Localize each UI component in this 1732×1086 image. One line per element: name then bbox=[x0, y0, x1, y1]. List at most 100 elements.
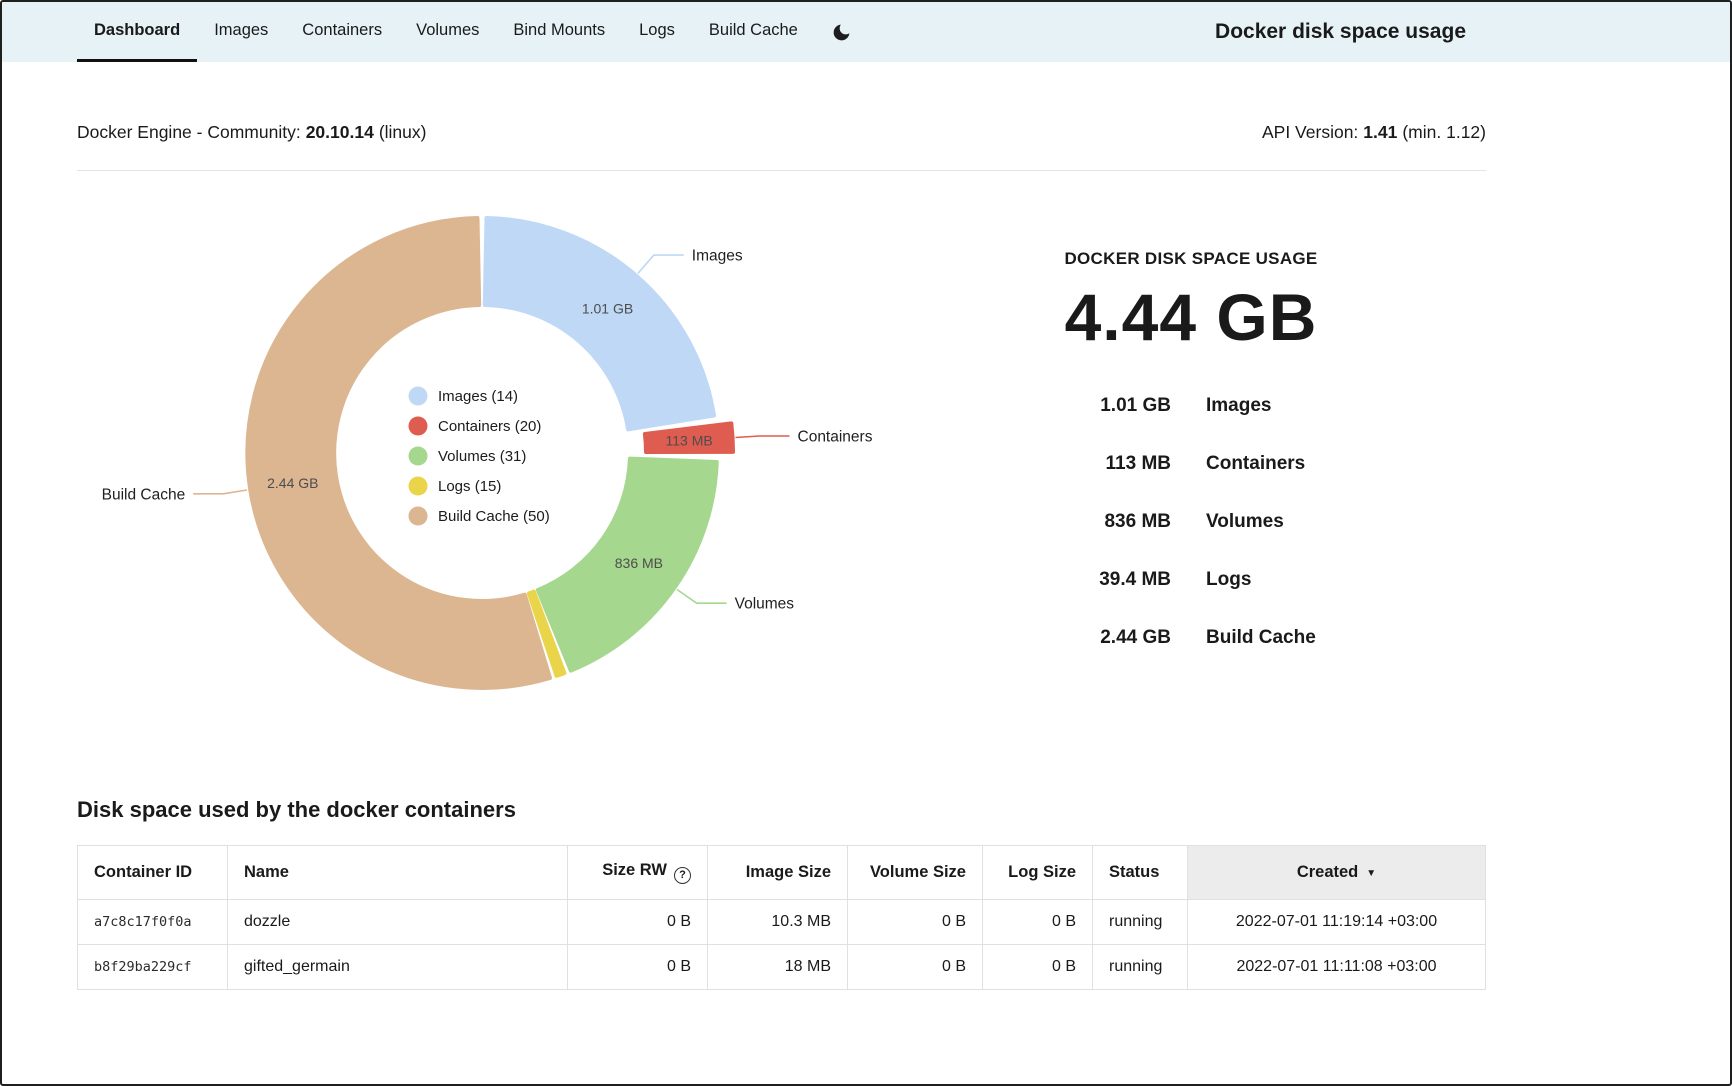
col-header-label: Image Size bbox=[746, 863, 831, 881]
summary-row: 113 MB Containers bbox=[1041, 453, 1341, 475]
containers-heading: Disk space used by the docker containers bbox=[77, 797, 1486, 823]
containers-table: Container ID Name Size RW? Image Size Volume… bbox=[77, 845, 1486, 990]
col-header-label: Name bbox=[244, 863, 289, 881]
cell-image-size: 10.3 MB bbox=[708, 899, 848, 944]
dark-mode-toggle[interactable] bbox=[831, 2, 852, 62]
col-header-size-rw[interactable]: Size RW? bbox=[568, 846, 708, 900]
disk-usage-summary: DOCKER DISK SPACE USAGE 4.44 GB 1.01 GB I… bbox=[1041, 201, 1341, 713]
api-version: 1.41 bbox=[1363, 122, 1397, 142]
container-row: b8f29ba229cfgifted_germain0 B18 MB0 B0 B… bbox=[78, 944, 1486, 989]
engine-version: 20.10.14 bbox=[306, 122, 374, 142]
col-header-image-size[interactable]: Image Size bbox=[708, 846, 848, 900]
legend-swatch-build-cache bbox=[409, 507, 428, 526]
api-label: API Version: bbox=[1262, 122, 1358, 142]
col-header-created[interactable]: Created ▼ bbox=[1188, 846, 1486, 900]
legend-label-images: Images (14) bbox=[438, 388, 518, 405]
summary-value: 836 MB bbox=[1041, 511, 1171, 533]
table-header-row: Container ID Name Size RW? Image Size Volume… bbox=[78, 846, 1486, 900]
callout-line-build-cache bbox=[193, 490, 247, 494]
api-min-version: (min. 1.12) bbox=[1402, 122, 1486, 142]
summary-value: 1.01 GB bbox=[1041, 395, 1171, 417]
cell-created: 2022-07-01 11:19:14 +03:00 bbox=[1188, 899, 1486, 944]
summary-label: Containers bbox=[1206, 453, 1341, 475]
main-content: Docker Engine - Community:20.10.14(linux… bbox=[2, 118, 1730, 990]
summary-label: Images bbox=[1206, 395, 1341, 417]
callout-label-containers: Containers bbox=[798, 429, 873, 446]
col-header-label: Status bbox=[1109, 863, 1159, 881]
summary-row: 2.44 GB Build Cache bbox=[1041, 627, 1341, 649]
engine-platform: (linux) bbox=[379, 122, 427, 142]
cell-log-size: 0 B bbox=[983, 899, 1093, 944]
total-disk-usage: 4.44 GB bbox=[1041, 279, 1341, 355]
tab-logs[interactable]: Logs bbox=[622, 2, 692, 62]
segment-size-label-images: 1.01 GB bbox=[582, 300, 633, 316]
tab-volumes[interactable]: Volumes bbox=[399, 2, 496, 62]
cell-created: 2022-07-01 11:11:08 +03:00 bbox=[1188, 944, 1486, 989]
callout-line-containers bbox=[736, 436, 790, 438]
api-info: API Version:1.41(min. 1.12) bbox=[1262, 118, 1486, 146]
summary-label: Build Cache bbox=[1206, 627, 1341, 649]
summary-row: 836 MB Volumes bbox=[1041, 511, 1341, 533]
cell-volume-size: 0 B bbox=[848, 899, 983, 944]
tab-dashboard[interactable]: Dashboard bbox=[77, 2, 197, 62]
help-icon[interactable]: ? bbox=[674, 867, 691, 884]
col-header-log-size[interactable]: Log Size bbox=[983, 846, 1093, 900]
moon-icon bbox=[831, 22, 852, 43]
summary-value: 113 MB bbox=[1041, 453, 1171, 475]
callout-line-volumes bbox=[677, 590, 727, 604]
legend-swatch-logs bbox=[409, 477, 428, 496]
col-header-label: Volume Size bbox=[870, 863, 966, 881]
cell-size-rw: 0 B bbox=[568, 944, 708, 989]
summary-value: 2.44 GB bbox=[1041, 627, 1171, 649]
segment-size-label-build-cache: 2.44 GB bbox=[267, 475, 318, 491]
cell-log-size: 0 B bbox=[983, 944, 1093, 989]
top-navigation: DashboardImagesContainersVolumesBind Mou… bbox=[2, 2, 1730, 62]
engine-info-row: Docker Engine - Community:20.10.14(linux… bbox=[77, 118, 1486, 146]
divider bbox=[77, 170, 1486, 171]
app-title: Docker disk space usage bbox=[1215, 2, 1466, 62]
segment-size-label-volumes: 836 MB bbox=[615, 555, 663, 571]
summary-heading: DOCKER DISK SPACE USAGE bbox=[1041, 249, 1341, 269]
cell-status: running bbox=[1093, 899, 1188, 944]
tab-images[interactable]: Images bbox=[197, 2, 285, 62]
legend-label-containers: Containers (20) bbox=[438, 418, 541, 435]
callout-label-volumes: Volumes bbox=[735, 596, 795, 613]
legend-label-logs: Logs (15) bbox=[438, 478, 501, 495]
sort-desc-icon: ▼ bbox=[1366, 868, 1376, 879]
engine-info: Docker Engine - Community:20.10.14(linux… bbox=[77, 118, 426, 146]
legend-swatch-volumes bbox=[409, 447, 428, 466]
legend-label-volumes: Volumes (31) bbox=[438, 448, 526, 465]
cell-name: gifted_germain bbox=[228, 944, 568, 989]
cell-size-rw: 0 B bbox=[568, 899, 708, 944]
segment-size-label-containers: 113 MB bbox=[665, 432, 712, 448]
col-header-label: Created bbox=[1297, 863, 1358, 881]
tab-containers[interactable]: Containers bbox=[285, 2, 399, 62]
tab-bar: DashboardImagesContainersVolumesBind Mou… bbox=[77, 2, 815, 62]
col-header-status[interactable]: Status bbox=[1093, 846, 1188, 900]
chart-section: 1.01 GB Images 113 MB Containers 836 MB Volum… bbox=[77, 201, 1486, 713]
legend-swatch-containers bbox=[409, 417, 428, 436]
cell-id: a7c8c17f0f0a bbox=[78, 899, 228, 944]
container-row: a7c8c17f0f0adozzle0 B10.3 MB0 B0 Brunnin… bbox=[78, 899, 1486, 944]
col-header-label: Container ID bbox=[94, 863, 192, 881]
summary-label: Volumes bbox=[1206, 511, 1341, 533]
donut-segment-images[interactable] bbox=[485, 218, 714, 429]
callout-line-images bbox=[638, 255, 684, 273]
col-header-name[interactable]: Name bbox=[228, 846, 568, 900]
cell-name: dozzle bbox=[228, 899, 568, 944]
app-window: DashboardImagesContainersVolumesBind Mou… bbox=[0, 0, 1732, 1086]
legend-swatch-images bbox=[409, 387, 428, 406]
cell-image-size: 18 MB bbox=[708, 944, 848, 989]
callout-label-build-cache: Build Cache bbox=[102, 486, 186, 503]
cell-id: b8f29ba229cf bbox=[78, 944, 228, 989]
summary-value: 39.4 MB bbox=[1041, 569, 1171, 591]
disk-usage-donut-chart: 1.01 GBImages113 MBContainers836 MBVolum… bbox=[77, 201, 957, 713]
summary-label: Logs bbox=[1206, 569, 1341, 591]
legend-label-build-cache: Build Cache (50) bbox=[438, 508, 550, 525]
col-header-volume-size[interactable]: Volume Size bbox=[848, 846, 983, 900]
col-header-label: Size RW bbox=[602, 861, 667, 879]
tab-build-cache[interactable]: Build Cache bbox=[692, 2, 815, 62]
summary-rows: 1.01 GB Images 113 MB Containers 836 MB Volum… bbox=[1041, 395, 1341, 649]
col-header-container-id[interactable]: Container ID bbox=[78, 846, 228, 900]
tab-bind-mounts[interactable]: Bind Mounts bbox=[496, 2, 622, 62]
